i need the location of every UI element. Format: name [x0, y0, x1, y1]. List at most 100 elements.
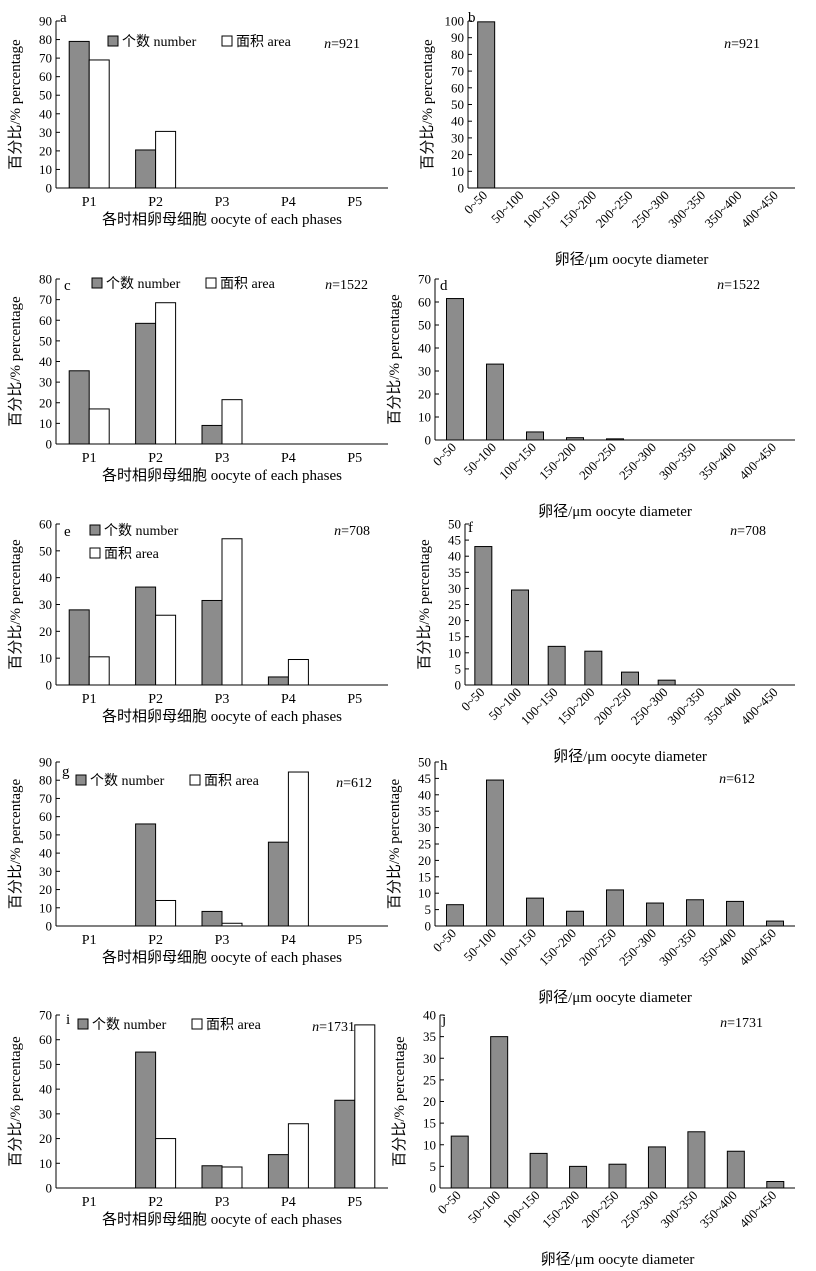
y-tick-label: 50 [39, 1057, 52, 1072]
sample-size-label: n=1731 [312, 1020, 355, 1035]
x-tick-label: 250~300 [629, 188, 672, 231]
y-tick-label: 10 [418, 410, 431, 425]
legend-label-area: 面积 area [206, 1017, 262, 1033]
bar-percentage [547, 645, 566, 686]
y-tick-label: 10 [39, 651, 52, 666]
y-tick-label: 0 [46, 678, 53, 693]
x-tick-label: 300~350 [665, 188, 708, 231]
legend-swatch-number [91, 277, 103, 289]
y-tick-label: 20 [39, 882, 52, 897]
bar-percentage [621, 671, 639, 686]
y-tick-label: 60 [39, 69, 52, 84]
x-tick-label: 0~50 [458, 685, 487, 714]
y-tick-label: 70 [39, 51, 52, 66]
sample-size-symbol: n [336, 776, 343, 791]
y-tick-label: 30 [418, 820, 431, 835]
bar-number [68, 370, 90, 445]
y-tick-label: 60 [39, 1032, 52, 1047]
y-tick-label: 40 [448, 549, 461, 564]
sample-size-label: n=921 [324, 37, 360, 52]
x-tick-label: P1 [82, 1195, 97, 1210]
y-axis-title: 百分比/% percentage [7, 39, 24, 170]
bar-percentage [686, 899, 704, 927]
y-tick-label: 15 [423, 1116, 436, 1131]
y-tick-label: 0 [455, 678, 462, 693]
sample-size-label: n=708 [730, 524, 766, 539]
chart-panel-b: 01020304050607080901000~5050~100100~1501… [419, 10, 795, 268]
sample-size-value: =1522 [332, 278, 368, 293]
y-tick-label: 70 [418, 272, 431, 287]
x-tick-label: P3 [215, 692, 230, 707]
bar-area [287, 1123, 309, 1189]
x-axis-title: 卵径/μm oocyte diameter [538, 503, 692, 520]
x-tick-label: 150~200 [539, 1188, 582, 1231]
y-tick-label: 30 [418, 364, 431, 379]
bar-number [201, 424, 223, 445]
bar-percentage [526, 431, 544, 441]
y-tick-label: 90 [39, 14, 52, 29]
bar-percentage [446, 904, 464, 927]
y-axis-title: 百分比/% percentage [386, 778, 403, 909]
x-tick-label: 0~50 [430, 926, 459, 955]
y-tick-label: 35 [448, 565, 461, 580]
legend-label-number: 个数 number [122, 34, 197, 50]
panel-letter: c [64, 278, 71, 294]
x-tick-label: P1 [82, 195, 97, 210]
y-axis-title: 百分比/% percentage [419, 39, 436, 170]
chart-panel-e: 0 10 20 30 40 50 60 P1 P2 P3 P4 P5 e n=708 个数 number 面积… [7, 517, 388, 725]
y-tick-label: 60 [39, 517, 52, 532]
y-tick-label: 30 [39, 864, 52, 879]
y-tick-label: 70 [39, 292, 52, 307]
chart-panel-f: 051015202530354045500~5050~100100~150150… [416, 517, 795, 765]
x-tick-label: P1 [82, 692, 97, 707]
x-tick-label: 350~400 [696, 440, 739, 483]
x-tick-label: 400~450 [736, 1188, 779, 1231]
bar-percentage [569, 1165, 588, 1189]
panel-letter: b [468, 10, 476, 26]
bar-area [221, 922, 243, 927]
x-tick-label: 200~250 [592, 188, 635, 231]
legend-label-number: 个数 number [92, 1017, 167, 1033]
x-tick-label: 300~350 [657, 1188, 700, 1231]
x-tick-label: P3 [215, 451, 230, 466]
bar-percentage [486, 363, 504, 441]
x-tick-label: P2 [148, 933, 163, 948]
sample-size-value: =1731 [319, 1020, 355, 1035]
x-tick-label: P2 [148, 692, 163, 707]
bar-number [267, 1154, 289, 1189]
y-tick-label: 30 [39, 597, 52, 612]
x-tick-label: 300~350 [664, 685, 707, 728]
y-tick-label: 20 [39, 395, 52, 410]
sample-size-symbol: n [719, 772, 726, 787]
panel-letter: f [468, 520, 473, 536]
x-tick-label: P3 [215, 1195, 230, 1210]
y-tick-label: 15 [418, 869, 431, 884]
x-tick-label: P4 [281, 933, 296, 948]
bar-area [88, 408, 110, 445]
panel-letter: d [440, 278, 448, 294]
sample-size-symbol: n [324, 37, 331, 52]
bar-number [135, 586, 157, 686]
y-tick-label: 10 [39, 162, 52, 177]
x-axis-title: 各时相卵母细胞 oocyte of each phases [102, 467, 342, 484]
bar-percentage [566, 910, 584, 927]
bar-percentage [584, 650, 603, 686]
legend-label-area: 面积 area [220, 276, 276, 292]
bar-number [334, 1099, 356, 1189]
bar-area [155, 130, 177, 189]
x-tick-label: 250~300 [628, 685, 671, 728]
legend-label-number: 个数 number [90, 773, 165, 789]
y-tick-label: 30 [39, 1106, 52, 1121]
x-axis-title: 各时相卵母细胞 oocyte of each phases [102, 1211, 342, 1228]
x-tick-label: 50~100 [461, 440, 500, 479]
sample-size-label: n=612 [336, 776, 372, 791]
y-tick-label: 45 [418, 771, 431, 786]
legend-swatch-area [89, 547, 101, 559]
legend-label-number: 个数 number [106, 276, 181, 292]
y-tick-label: 0 [425, 433, 432, 448]
bar-area [88, 59, 110, 189]
y-tick-label: 90 [39, 755, 52, 770]
legend-label-area: 面积 area [204, 773, 260, 789]
y-tick-label: 0 [430, 1181, 437, 1196]
bar-area [221, 399, 243, 445]
